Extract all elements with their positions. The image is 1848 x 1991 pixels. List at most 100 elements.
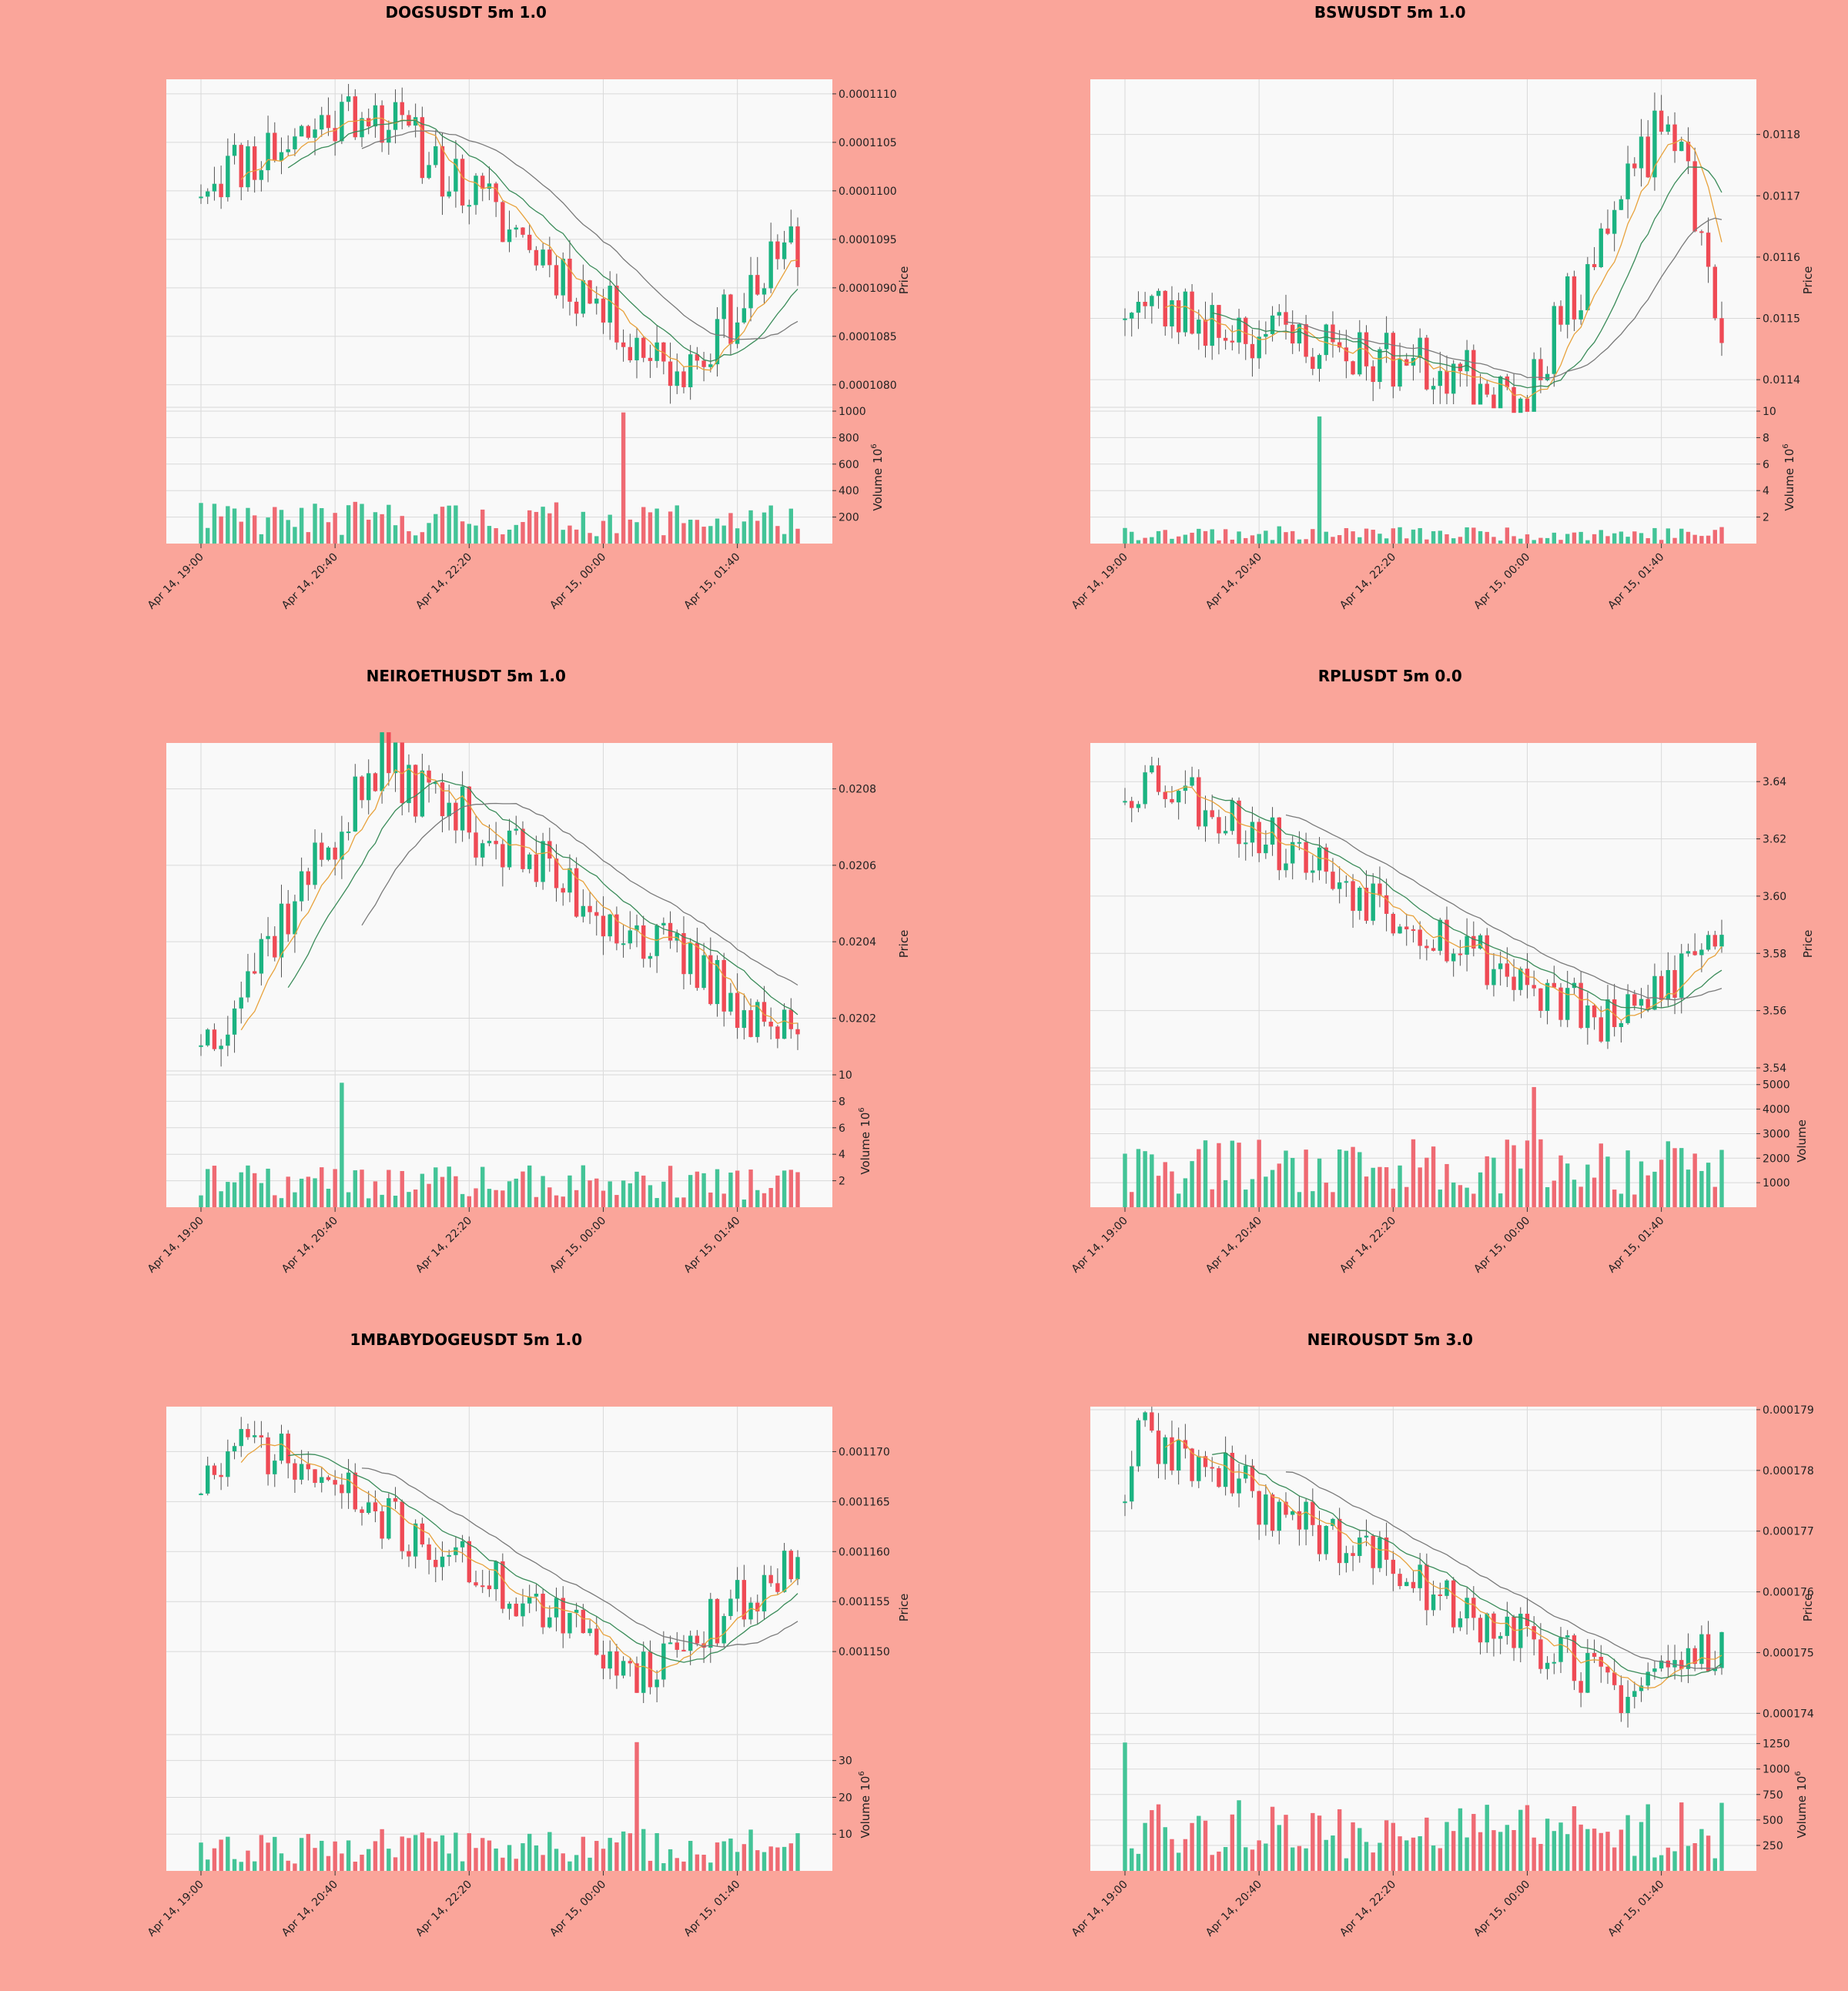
- volume-bar: [1237, 531, 1241, 544]
- volume-tick-label: 5000: [1763, 1079, 1790, 1092]
- candle-body: [400, 1501, 404, 1551]
- volume-bar: [1364, 1842, 1369, 1871]
- candle-body: [701, 1643, 706, 1648]
- candle-body: [715, 319, 720, 365]
- candle-body: [494, 1561, 498, 1590]
- candle-body: [326, 847, 331, 860]
- x-tick-label: Apr 14, 19:00: [146, 551, 206, 612]
- price-tick-label: 0.001160: [839, 1546, 890, 1558]
- candle-body: [1478, 383, 1483, 405]
- candle-body: [534, 854, 539, 882]
- candle-body: [1217, 1467, 1221, 1487]
- candle-body: [1156, 1431, 1161, 1464]
- volume-bar: [534, 1196, 539, 1207]
- volume-bar: [762, 512, 767, 544]
- candle-body: [279, 1434, 284, 1461]
- candle-body: [1364, 888, 1369, 921]
- volume-bar: [788, 508, 793, 544]
- volume-bar: [1371, 530, 1375, 544]
- candle-body: [1686, 1648, 1691, 1669]
- volume-bar: [487, 1840, 492, 1871]
- candle-body: [219, 183, 223, 198]
- volume-bar: [1351, 1822, 1355, 1871]
- volume-bar: [1364, 528, 1369, 544]
- volume-bar: [1545, 1186, 1550, 1207]
- volume-bar: [460, 1861, 465, 1871]
- volume-bar: [1639, 533, 1644, 544]
- volume-bar: [1130, 1848, 1134, 1871]
- candle-body: [1150, 1412, 1154, 1431]
- volume-bar: [199, 503, 203, 544]
- volume-bar: [1384, 1167, 1389, 1207]
- volume-bar: [1518, 1168, 1523, 1207]
- volume-bar: [708, 1862, 713, 1871]
- candle-body: [206, 1465, 210, 1494]
- candle-body: [1244, 317, 1248, 344]
- candle-body: [1558, 306, 1563, 325]
- volume-bar: [1230, 1814, 1235, 1871]
- volume-bar: [346, 1840, 351, 1871]
- volume-bar: [1619, 1193, 1624, 1207]
- candle-body: [1599, 228, 1603, 267]
- volume-bar: [567, 1861, 572, 1871]
- candle-body: [601, 298, 606, 323]
- candle-body: [574, 1609, 579, 1613]
- moving-average-line: [361, 1467, 798, 1648]
- volume-bar: [1545, 537, 1550, 544]
- volume-bar: [1639, 1161, 1644, 1207]
- candle-body: [1351, 881, 1355, 912]
- volume-bar: [1431, 530, 1436, 544]
- candle-body: [400, 742, 404, 804]
- candle-body: [226, 156, 230, 198]
- candle-body: [1679, 953, 1684, 998]
- volume-bar: [1130, 1192, 1134, 1207]
- volume-bar: [1371, 1852, 1375, 1871]
- candle-body: [1645, 1671, 1650, 1686]
- candle-body: [226, 1451, 230, 1477]
- candle-body: [1123, 801, 1127, 803]
- candle-body: [1284, 1501, 1288, 1515]
- volume-bar: [279, 510, 284, 544]
- candle-body: [1652, 1668, 1657, 1672]
- candle-body: [1451, 1580, 1456, 1628]
- candle-body: [360, 1509, 364, 1514]
- volume-bar: [1156, 1804, 1161, 1871]
- candle-body: [668, 361, 673, 386]
- volume-bar: [454, 505, 458, 544]
- volume-tick-label: 1000: [839, 406, 866, 418]
- volume-bar: [567, 525, 572, 544]
- candle-body: [728, 294, 733, 344]
- volume-bar: [1659, 540, 1664, 544]
- candle-body: [353, 1472, 357, 1510]
- volume-bar: [1619, 531, 1624, 544]
- volume-exponent-base: 10: [871, 449, 885, 463]
- volume-axis-label: Volume 106: [870, 443, 885, 510]
- candle-body: [1692, 951, 1697, 955]
- chart-title: DOGSUSDT 5m 1.0: [385, 3, 547, 22]
- volume-bar: [681, 1197, 686, 1207]
- volume-bar: [447, 505, 451, 544]
- volume-bar: [440, 507, 445, 544]
- candle-body: [561, 1598, 565, 1634]
- volume-bar: [1337, 1149, 1342, 1207]
- candle-body: [206, 1029, 210, 1046]
- volume-bar: [1344, 1150, 1349, 1207]
- candle-body: [1632, 1691, 1637, 1697]
- candle-body: [1639, 1685, 1644, 1692]
- candle-body: [1659, 975, 1664, 1000]
- candle-body: [547, 841, 552, 859]
- volume-bar: [782, 534, 787, 544]
- volume-bar: [721, 525, 726, 544]
- candle-body: [1505, 376, 1510, 387]
- candle-body: [1491, 1613, 1496, 1639]
- volume-bar: [1398, 1836, 1402, 1871]
- volume-tick-label: 2000: [1763, 1153, 1790, 1165]
- volume-tick-label: 4000: [1763, 1104, 1790, 1116]
- candle-body: [1505, 1616, 1510, 1636]
- x-tick-label: Apr 14, 19:00: [1070, 1215, 1130, 1276]
- candle-body: [333, 847, 337, 860]
- volume-bar: [340, 1083, 344, 1207]
- moving-average-line: [1164, 138, 1722, 400]
- volume-bar: [1123, 1153, 1127, 1207]
- volume-bar: [1485, 1805, 1489, 1871]
